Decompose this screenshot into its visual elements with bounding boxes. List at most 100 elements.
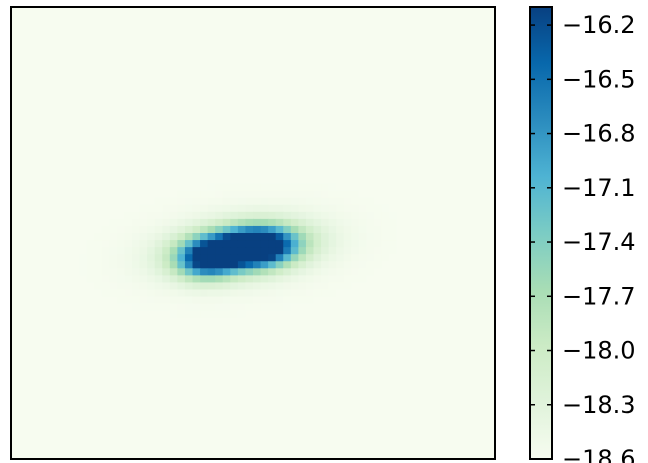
heatmap-cell	[321, 310, 330, 319]
heatmap-cell	[63, 268, 73, 276]
heatmap-cell	[48, 127, 57, 135]
heatmap-cell	[33, 275, 42, 284]
heatmap-cell	[48, 310, 57, 319]
heatmap-cell	[33, 254, 42, 262]
heatmap-cell	[18, 42, 27, 50]
heatmap-cell	[253, 381, 262, 389]
heatmap-cell	[260, 402, 269, 411]
heatmap-cell	[139, 98, 148, 107]
heatmap-cell	[18, 14, 27, 22]
heatmap-cell	[321, 225, 330, 234]
heatmap-cell	[63, 14, 73, 22]
heatmap-cell	[328, 183, 337, 192]
heatmap-cell	[396, 409, 405, 418]
heatmap-cell	[419, 275, 428, 284]
heatmap-cell	[184, 211, 194, 220]
heatmap-cell	[253, 56, 262, 65]
heatmap-cell	[101, 105, 110, 114]
heatmap-cell	[366, 317, 375, 326]
heatmap-cell	[449, 310, 458, 319]
heatmap-cell	[457, 275, 466, 284]
heatmap-cell	[11, 367, 20, 375]
heatmap-cell	[449, 282, 458, 291]
heatmap-cell	[71, 360, 80, 368]
heatmap-cell	[207, 317, 216, 326]
heatmap-cell	[79, 367, 88, 375]
heatmap-cell	[472, 120, 481, 128]
heatmap-cell	[268, 127, 277, 135]
heatmap-cell	[207, 42, 216, 50]
heatmap-cell	[237, 346, 247, 354]
heatmap-cell	[26, 444, 35, 453]
heatmap-cell	[207, 218, 216, 227]
heatmap-cell	[283, 141, 292, 149]
heatmap-cell	[487, 317, 496, 326]
heatmap-cell	[101, 155, 110, 163]
heatmap-cell	[56, 289, 65, 298]
heatmap-cell	[268, 388, 277, 397]
heatmap-cell	[321, 91, 330, 100]
heatmap-cell	[207, 7, 216, 15]
heatmap-cell	[336, 204, 345, 213]
heatmap-cell	[63, 197, 73, 206]
heatmap-cell	[336, 197, 345, 206]
heatmap-cell	[48, 395, 57, 404]
heatmap-cell	[351, 155, 360, 163]
heatmap-cell	[18, 254, 27, 262]
heatmap-cell	[63, 190, 73, 199]
heatmap-cell	[298, 176, 307, 185]
heatmap-cell	[132, 296, 141, 305]
heatmap-cell	[389, 176, 398, 185]
heatmap-cell	[449, 120, 458, 128]
heatmap-cell	[457, 169, 466, 178]
heatmap-cell	[396, 247, 405, 255]
heatmap-cell	[434, 317, 443, 326]
heatmap-cell	[426, 70, 436, 79]
heatmap-cell	[321, 127, 330, 135]
heatmap-cell	[389, 112, 398, 121]
heatmap-cell	[449, 247, 458, 255]
heatmap-cell	[169, 14, 178, 22]
heatmap-cell	[419, 282, 428, 291]
heatmap-cell	[442, 317, 451, 326]
heatmap-cell	[86, 395, 95, 404]
heatmap-cell	[26, 134, 35, 142]
heatmap-cell	[290, 98, 299, 107]
heatmap-cell	[411, 7, 420, 15]
heatmap-cell	[86, 444, 95, 453]
heatmap-cell	[18, 7, 27, 15]
heatmap-cell	[275, 84, 284, 93]
heatmap-cell	[230, 303, 239, 312]
heatmap-cell	[245, 367, 254, 375]
heatmap-cell	[230, 42, 239, 50]
heatmap-cell	[41, 141, 50, 149]
heatmap-cell	[449, 409, 458, 418]
heatmap-cell	[162, 388, 171, 397]
heatmap-cell	[41, 49, 50, 58]
heatmap-cell	[404, 346, 413, 354]
heatmap-cell	[237, 56, 247, 65]
heatmap-cell	[313, 63, 322, 72]
heatmap-cell	[426, 84, 436, 93]
heatmap-cell	[86, 430, 95, 439]
heatmap-cell	[177, 14, 186, 22]
heatmap-cell	[442, 112, 451, 121]
heatmap-cell	[434, 353, 443, 361]
heatmap-cell	[366, 437, 375, 446]
heatmap-cell	[358, 324, 368, 333]
heatmap-cell	[63, 367, 73, 375]
heatmap-cell	[169, 367, 178, 375]
heatmap-cell	[41, 63, 50, 72]
heatmap-cell	[290, 402, 299, 411]
heatmap-cell	[86, 190, 95, 199]
heatmap-cell	[237, 430, 247, 439]
heatmap-cell	[154, 49, 163, 58]
heatmap-cell	[33, 353, 42, 361]
heatmap-cell	[313, 254, 322, 262]
heatmap-cell	[305, 197, 315, 206]
heatmap-cell	[177, 148, 186, 156]
heatmap-cell	[207, 148, 216, 156]
heatmap-cell	[79, 190, 88, 199]
heatmap-cell	[389, 423, 398, 432]
heatmap-cell	[419, 261, 428, 269]
